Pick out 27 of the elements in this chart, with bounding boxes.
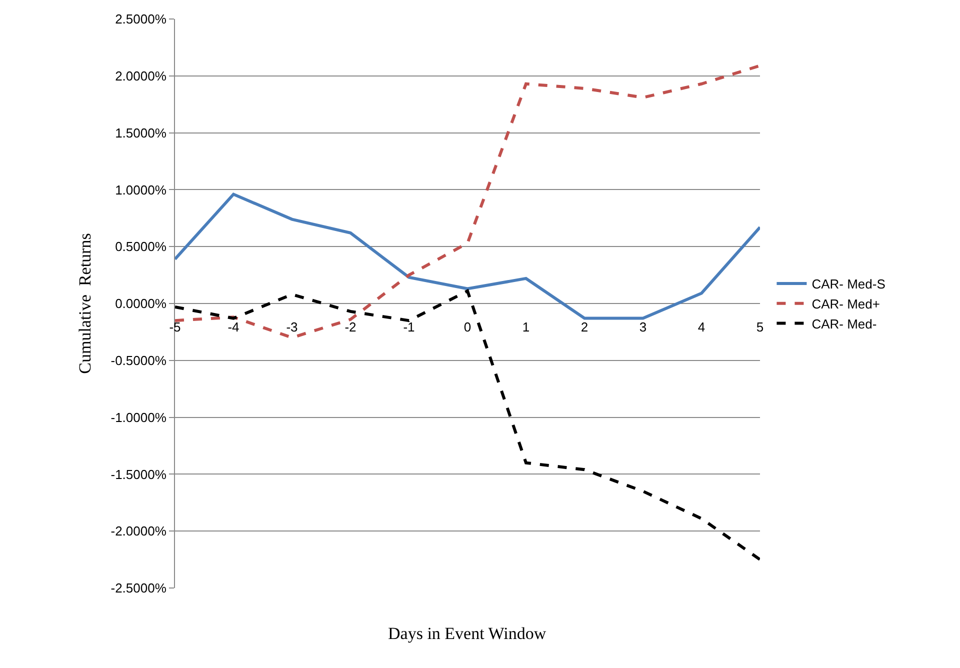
legend-label: CAR- Med-S [812,276,886,292]
legend-label: CAR- Med- [812,316,877,332]
y-tick-label: 2.5000% [115,12,167,27]
x-tick-label: -2 [344,320,356,334]
y-tick-label: -2.5000% [110,580,167,596]
x-tick-label: -1 [403,320,415,334]
y-axis-title: Cumulative Returns [75,233,94,374]
x-tick-label: 5 [756,320,764,334]
x-axis-title: Days in Event Window [388,624,547,643]
x-tick-label: -5 [169,320,181,334]
y-tick-label: 0.5000% [115,239,167,254]
y-tick-label: 2.0000% [115,68,167,84]
y-tick-label: 0.0000% [115,296,167,312]
x-tick-label: 1 [522,320,530,334]
y-tick-label: 1.0000% [115,182,167,198]
x-tick-label: -4 [228,320,240,334]
y-tick-label: -1.5000% [110,466,167,482]
y-tick-label: 1.5000% [115,125,167,140]
y-tick-label: -2.0000% [110,524,167,539]
x-tick-label: -3 [286,320,298,334]
y-tick-label: -1.0000% [110,410,167,425]
y-tick-label: -0.5000% [110,352,167,368]
legend-label: CAR- Med+ [812,296,880,312]
x-tick-label: 2 [580,320,588,334]
x-tick-label: 3 [639,320,647,334]
x-tick-label: 0 [464,320,472,334]
x-tick-label: 4 [698,320,706,334]
